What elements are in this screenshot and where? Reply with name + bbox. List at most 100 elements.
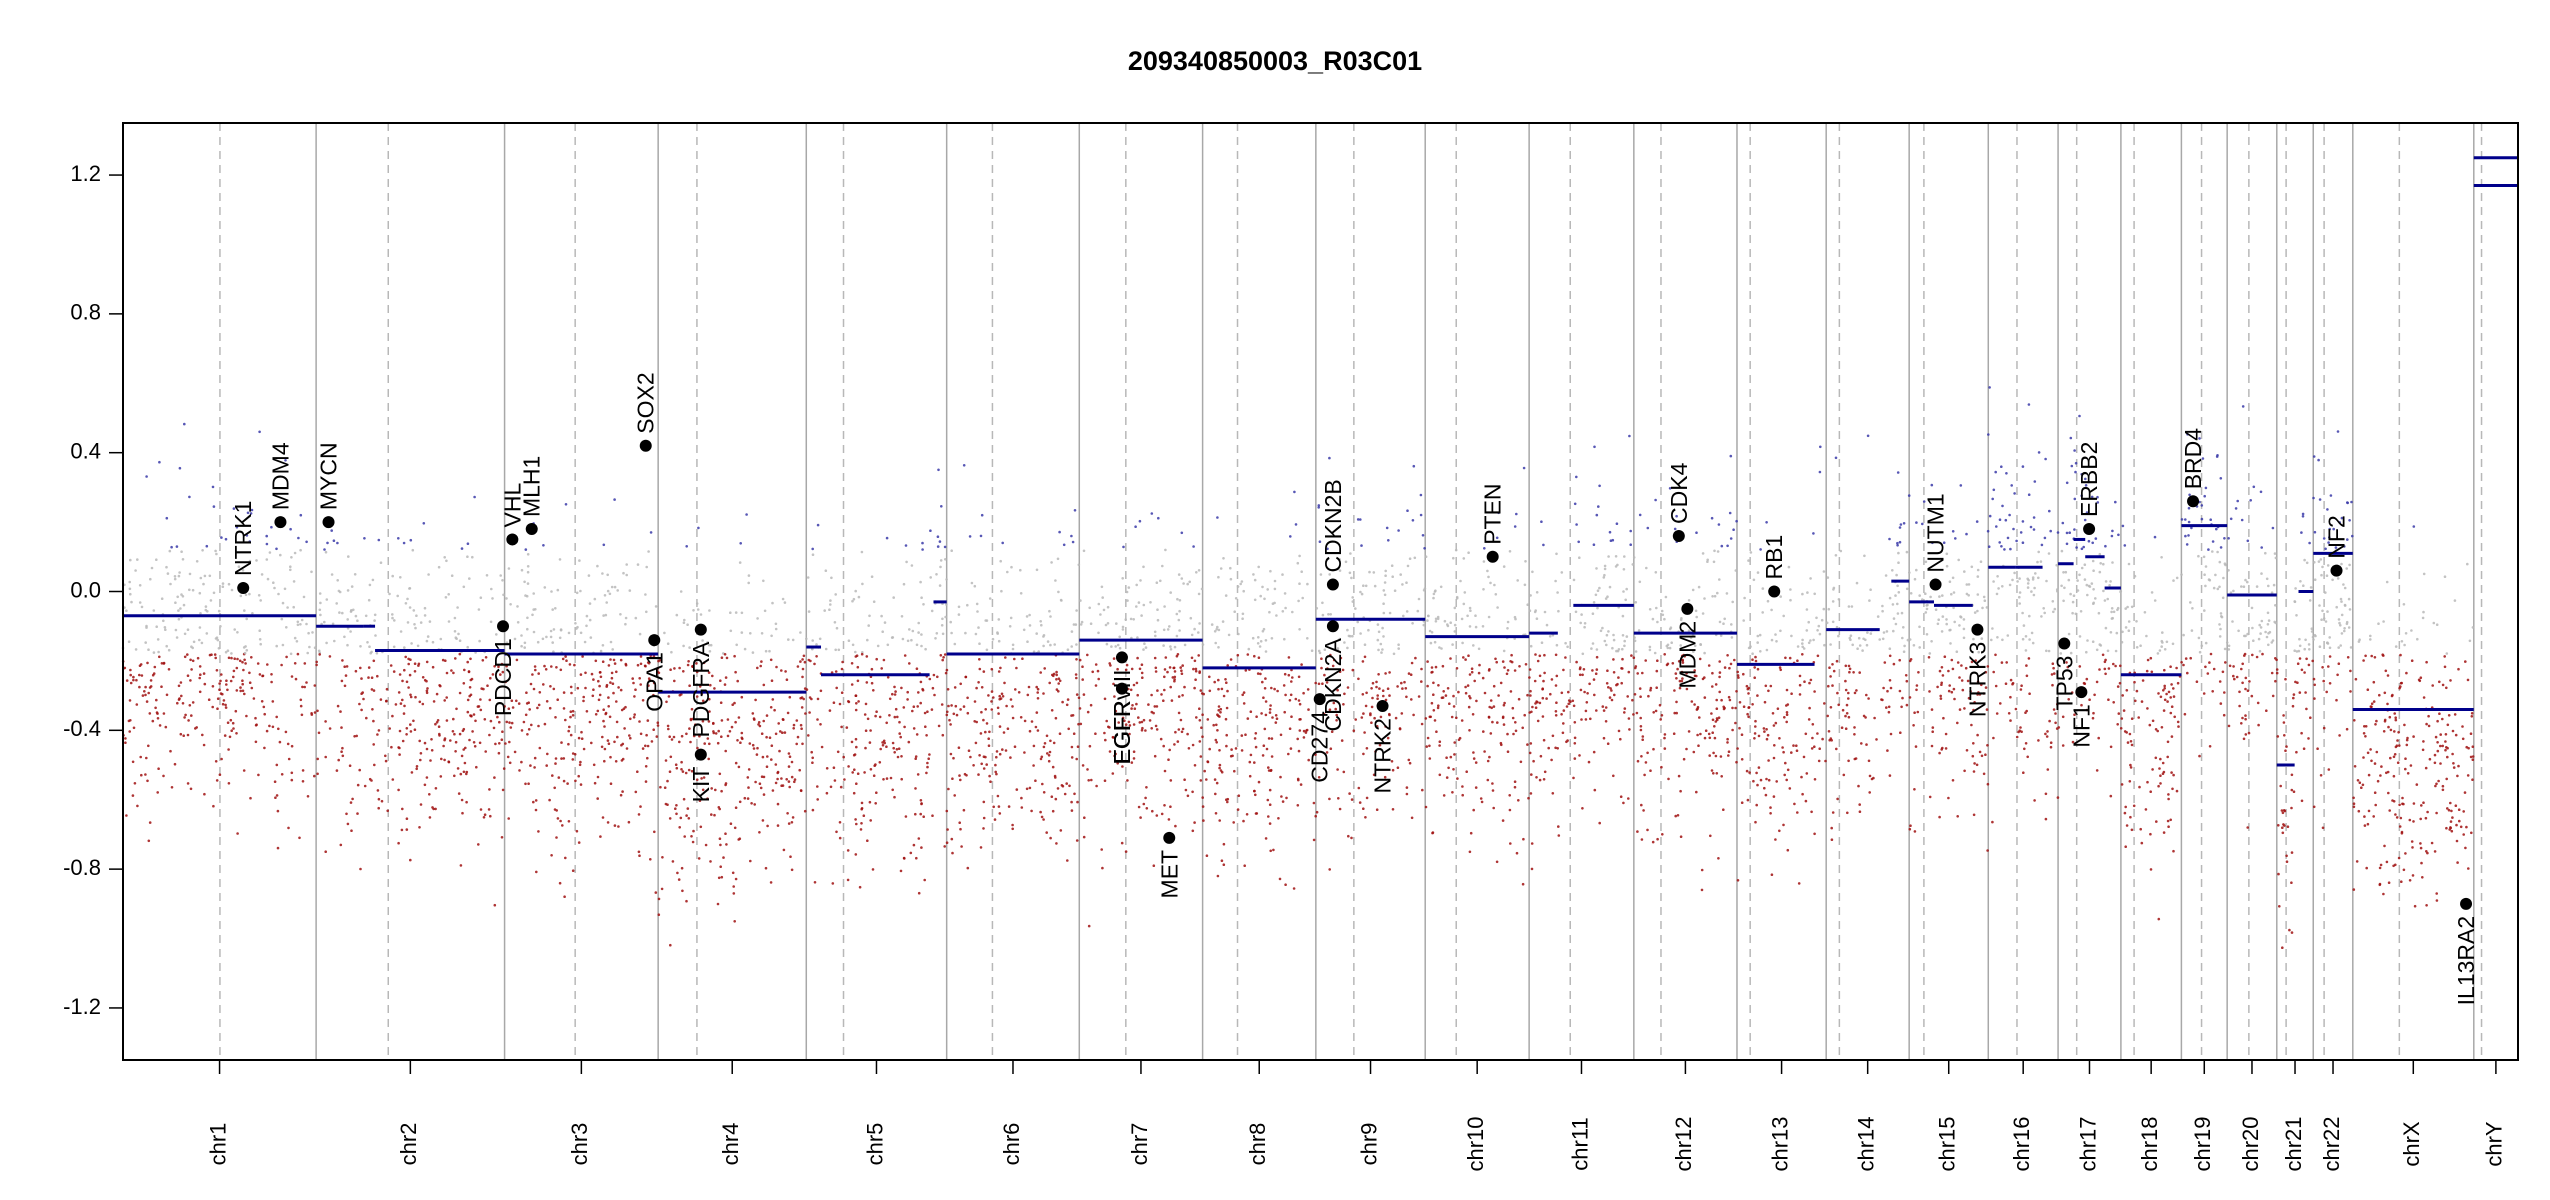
probe-point (652, 693, 655, 697)
probe-point (2436, 749, 2440, 753)
probe-point (2183, 712, 2187, 716)
probe-point (2244, 687, 2247, 691)
probe-point (859, 828, 863, 831)
probe-point (409, 723, 412, 726)
probe-point (1225, 733, 1228, 737)
probe-point (760, 775, 764, 778)
probe-point (691, 664, 694, 668)
probe-point (1844, 679, 1847, 683)
probe-point (2296, 681, 2299, 684)
probe-point (534, 608, 537, 611)
probe-point (770, 744, 774, 747)
probe-point (842, 755, 845, 759)
probe-point (937, 468, 940, 472)
probe-point (625, 563, 628, 566)
probe-point (1596, 589, 1600, 592)
probe-point (800, 727, 803, 730)
probe-point (2170, 683, 2173, 686)
probe-point (2171, 642, 2175, 646)
probe-point (1639, 695, 1642, 698)
probe-point (202, 743, 206, 747)
probe-point (1101, 596, 1104, 599)
probe-point (1077, 563, 1081, 567)
probe-point (355, 734, 359, 738)
probe-point (2301, 515, 2305, 518)
probe-point (1297, 749, 1301, 753)
probe-point (1056, 557, 1060, 561)
probe-point (943, 845, 946, 848)
probe-point (1051, 765, 1055, 769)
probe-point (863, 713, 867, 716)
probe-point (1477, 647, 1481, 651)
probe-point (410, 642, 413, 645)
probe-point (2373, 656, 2377, 659)
probe-point (811, 639, 814, 642)
probe-point (1716, 550, 1720, 553)
probe-point (176, 701, 179, 705)
probe-point (567, 729, 570, 733)
probe-point (1153, 656, 1157, 660)
probe-point (537, 724, 540, 728)
probe-point (1187, 747, 1191, 750)
probe-point (524, 548, 528, 551)
probe-point (2108, 584, 2111, 587)
probe-point (186, 628, 190, 631)
probe-point (734, 611, 738, 614)
probe-point (2329, 494, 2333, 497)
probe-point (429, 759, 432, 762)
probe-point (2270, 671, 2274, 675)
probe-point (1506, 750, 1510, 753)
probe-point (1742, 705, 1746, 708)
probe-point (2198, 650, 2202, 654)
probe-point (2133, 574, 2137, 578)
probe-point (245, 649, 249, 652)
probe-point (1233, 769, 1236, 773)
probe-point (2406, 772, 2410, 775)
probe-point (1858, 803, 1861, 806)
probe-point (149, 685, 153, 688)
probe-point (866, 717, 870, 721)
probe-point (370, 650, 373, 654)
probe-point (2297, 649, 2301, 653)
probe-point (2095, 769, 2099, 772)
probe-point (666, 779, 669, 783)
probe-point (2074, 461, 2078, 465)
probe-point (1397, 529, 1400, 532)
probe-point (152, 672, 156, 675)
probe-point (2080, 566, 2084, 570)
probe-point (299, 623, 302, 626)
probe-point (232, 675, 235, 679)
probe-point (1514, 617, 1517, 621)
probe-point (2232, 674, 2235, 678)
probe-point (1426, 660, 1429, 663)
probe-point (766, 824, 769, 828)
probe-point (198, 690, 202, 694)
probe-point (1997, 587, 2000, 590)
probe-point (1790, 751, 1793, 754)
probe-point (598, 671, 602, 674)
probe-point (1617, 648, 1621, 651)
probe-point (1805, 608, 1809, 611)
probe-point (868, 741, 872, 744)
probe-point (1806, 591, 1809, 594)
probe-point (2290, 773, 2294, 777)
probe-point (1761, 611, 1764, 614)
probe-point (1716, 591, 1719, 595)
probe-point (2427, 724, 2431, 728)
probe-point (805, 688, 809, 691)
probe-point (401, 807, 404, 811)
probe-point (1998, 518, 2002, 521)
probe-point (2412, 525, 2416, 528)
probe-point (1405, 610, 1409, 613)
probe-point (828, 709, 832, 712)
probe-point (1673, 711, 1676, 715)
probe-point (310, 570, 313, 574)
probe-point (1718, 660, 1721, 663)
probe-point (1479, 797, 1483, 800)
probe-point (1350, 836, 1353, 840)
probe-point (2412, 802, 2416, 805)
probe-point (2433, 850, 2437, 853)
probe-point (289, 568, 292, 572)
probe-point (643, 664, 647, 668)
probe-point (494, 742, 497, 746)
